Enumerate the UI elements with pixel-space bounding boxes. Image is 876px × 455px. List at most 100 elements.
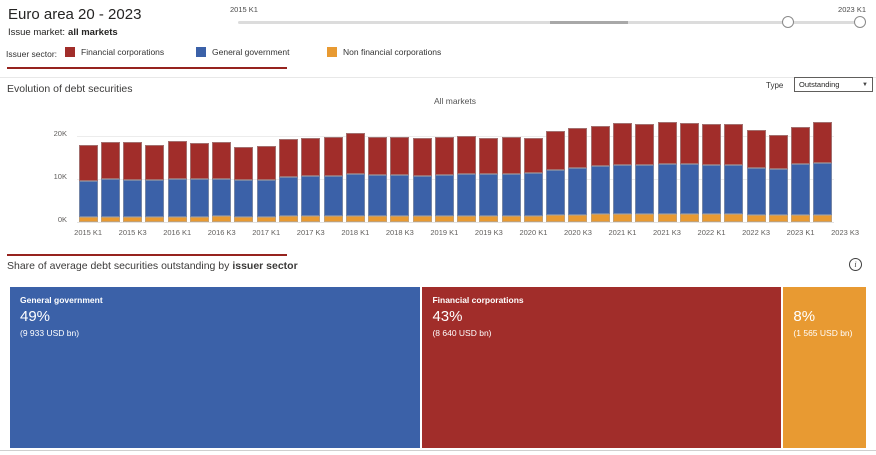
bar-2022-k4[interactable] bbox=[767, 112, 789, 222]
bar-2019-k4[interactable] bbox=[500, 112, 522, 222]
bar-2022-k1[interactable] bbox=[700, 112, 722, 222]
bar-2016-k4[interactable] bbox=[233, 112, 255, 222]
stacked-bar[interactable] bbox=[546, 130, 566, 222]
bar-segment[interactable] bbox=[256, 145, 276, 180]
bar-segment[interactable] bbox=[457, 215, 477, 222]
bar-segment[interactable] bbox=[613, 214, 632, 222]
bar-segment[interactable] bbox=[279, 176, 299, 217]
bar-segment[interactable] bbox=[613, 164, 632, 215]
stacked-bar[interactable] bbox=[635, 123, 655, 222]
bar-2021-k2[interactable] bbox=[634, 112, 656, 222]
bar-segment[interactable] bbox=[78, 216, 98, 222]
legend-item-non-financial-corporations[interactable]: Non financial corporations bbox=[327, 47, 441, 57]
bar-2017-k3[interactable] bbox=[300, 112, 322, 222]
bar-2015-k1[interactable] bbox=[77, 112, 99, 222]
stacked-bar[interactable] bbox=[434, 137, 454, 222]
bar-segment[interactable] bbox=[412, 216, 432, 222]
bar-segment[interactable] bbox=[145, 145, 165, 181]
bar-2022-k2[interactable] bbox=[723, 112, 745, 222]
bar-segment[interactable] bbox=[345, 174, 365, 216]
bar-segment[interactable] bbox=[256, 216, 276, 222]
bar-segment[interactable] bbox=[412, 137, 432, 176]
bar-segment[interactable] bbox=[590, 214, 610, 222]
bar-2023-k1[interactable] bbox=[790, 112, 812, 222]
bar-2018-k4[interactable] bbox=[411, 112, 433, 222]
bar-segment[interactable] bbox=[791, 164, 811, 216]
bar-segment[interactable] bbox=[234, 216, 254, 222]
stacked-bar[interactable] bbox=[123, 142, 143, 222]
bar-2017-k2[interactable] bbox=[277, 112, 299, 222]
stacked-bar[interactable] bbox=[390, 136, 410, 222]
bar-2023-k2[interactable] bbox=[812, 112, 834, 222]
bar-segment[interactable] bbox=[167, 216, 187, 222]
stacked-bar[interactable] bbox=[323, 137, 343, 222]
bar-segment[interactable] bbox=[123, 216, 143, 222]
legend-item-general-government[interactable]: General government bbox=[196, 47, 290, 57]
bar-segment[interactable] bbox=[189, 179, 209, 217]
bar-segment[interactable] bbox=[501, 215, 521, 222]
bar-segment[interactable] bbox=[78, 180, 98, 217]
stacked-bar[interactable] bbox=[657, 121, 677, 222]
stacked-bar[interactable] bbox=[100, 141, 120, 222]
bar-segment[interactable] bbox=[768, 168, 788, 216]
bar-2016-k1[interactable] bbox=[166, 112, 188, 222]
stacked-bar[interactable] bbox=[479, 137, 499, 222]
bar-segment[interactable] bbox=[523, 215, 543, 222]
bar-segment[interactable] bbox=[368, 175, 388, 216]
bar-segment[interactable] bbox=[501, 173, 521, 216]
stacked-bar[interactable] bbox=[279, 139, 299, 222]
stacked-bar[interactable] bbox=[679, 122, 699, 222]
bar-segment[interactable] bbox=[345, 215, 365, 222]
bar-segment[interactable] bbox=[613, 123, 632, 165]
bar-segment[interactable] bbox=[813, 163, 833, 215]
legend-item-financial-corporations[interactable]: Financial corporations bbox=[65, 47, 164, 57]
bar-2017-k4[interactable] bbox=[322, 112, 344, 222]
bar-segment[interactable] bbox=[78, 144, 98, 181]
bar-2019-k3[interactable] bbox=[478, 112, 500, 222]
bar-segment[interactable] bbox=[546, 214, 566, 222]
stacked-bar[interactable] bbox=[791, 126, 811, 222]
bar-segment[interactable] bbox=[724, 214, 744, 222]
stacked-bar[interactable] bbox=[145, 145, 165, 222]
bar-segment[interactable] bbox=[434, 215, 454, 222]
bar-segment[interactable] bbox=[657, 214, 677, 222]
bar-segment[interactable] bbox=[412, 175, 432, 217]
bar-segment[interactable] bbox=[368, 136, 388, 176]
stacked-bar[interactable] bbox=[368, 136, 388, 222]
bar-segment[interactable] bbox=[746, 168, 766, 216]
bar-segment[interactable] bbox=[679, 122, 699, 165]
bar-segment[interactable] bbox=[635, 164, 655, 215]
bar-segment[interactable] bbox=[100, 216, 120, 222]
bar-segment[interactable] bbox=[301, 215, 321, 222]
bar-segment[interactable] bbox=[768, 215, 788, 222]
bar-segment[interactable] bbox=[279, 216, 299, 222]
stacked-bar[interactable] bbox=[167, 141, 187, 222]
bar-segment[interactable] bbox=[702, 164, 722, 215]
bar-segment[interactable] bbox=[702, 123, 722, 165]
bar-2016-k3[interactable] bbox=[211, 112, 233, 222]
bar-segment[interactable] bbox=[145, 216, 165, 222]
bar-segment[interactable] bbox=[301, 176, 321, 216]
bar-2020-k1[interactable] bbox=[522, 112, 544, 222]
treemap-segment-non-financial[interactable]: 8% (1 565 USD bn) bbox=[783, 287, 866, 448]
bar-2016-k2[interactable] bbox=[188, 112, 210, 222]
stacked-bar[interactable] bbox=[345, 133, 365, 222]
bar-segment[interactable] bbox=[590, 125, 610, 167]
bar-segment[interactable] bbox=[279, 139, 299, 177]
stacked-bar[interactable] bbox=[212, 142, 232, 222]
bar-segment[interactable] bbox=[457, 136, 477, 175]
bar-2018-k2[interactable] bbox=[366, 112, 388, 222]
bar-segment[interactable] bbox=[724, 123, 744, 166]
bar-2020-k3[interactable] bbox=[567, 112, 589, 222]
bar-segment[interactable] bbox=[568, 168, 588, 215]
bar-segment[interactable] bbox=[635, 214, 655, 222]
bar-2015-k4[interactable] bbox=[144, 112, 166, 222]
stacked-bar[interactable] bbox=[78, 144, 98, 222]
bar-2022-k3[interactable] bbox=[745, 112, 767, 222]
bar-segment[interactable] bbox=[212, 216, 232, 222]
bar-segment[interactable] bbox=[368, 215, 388, 222]
bar-segment[interactable] bbox=[323, 215, 343, 222]
bar-2015-k3[interactable] bbox=[122, 112, 144, 222]
bar-segment[interactable] bbox=[390, 175, 410, 216]
bar-segment[interactable] bbox=[679, 214, 699, 222]
